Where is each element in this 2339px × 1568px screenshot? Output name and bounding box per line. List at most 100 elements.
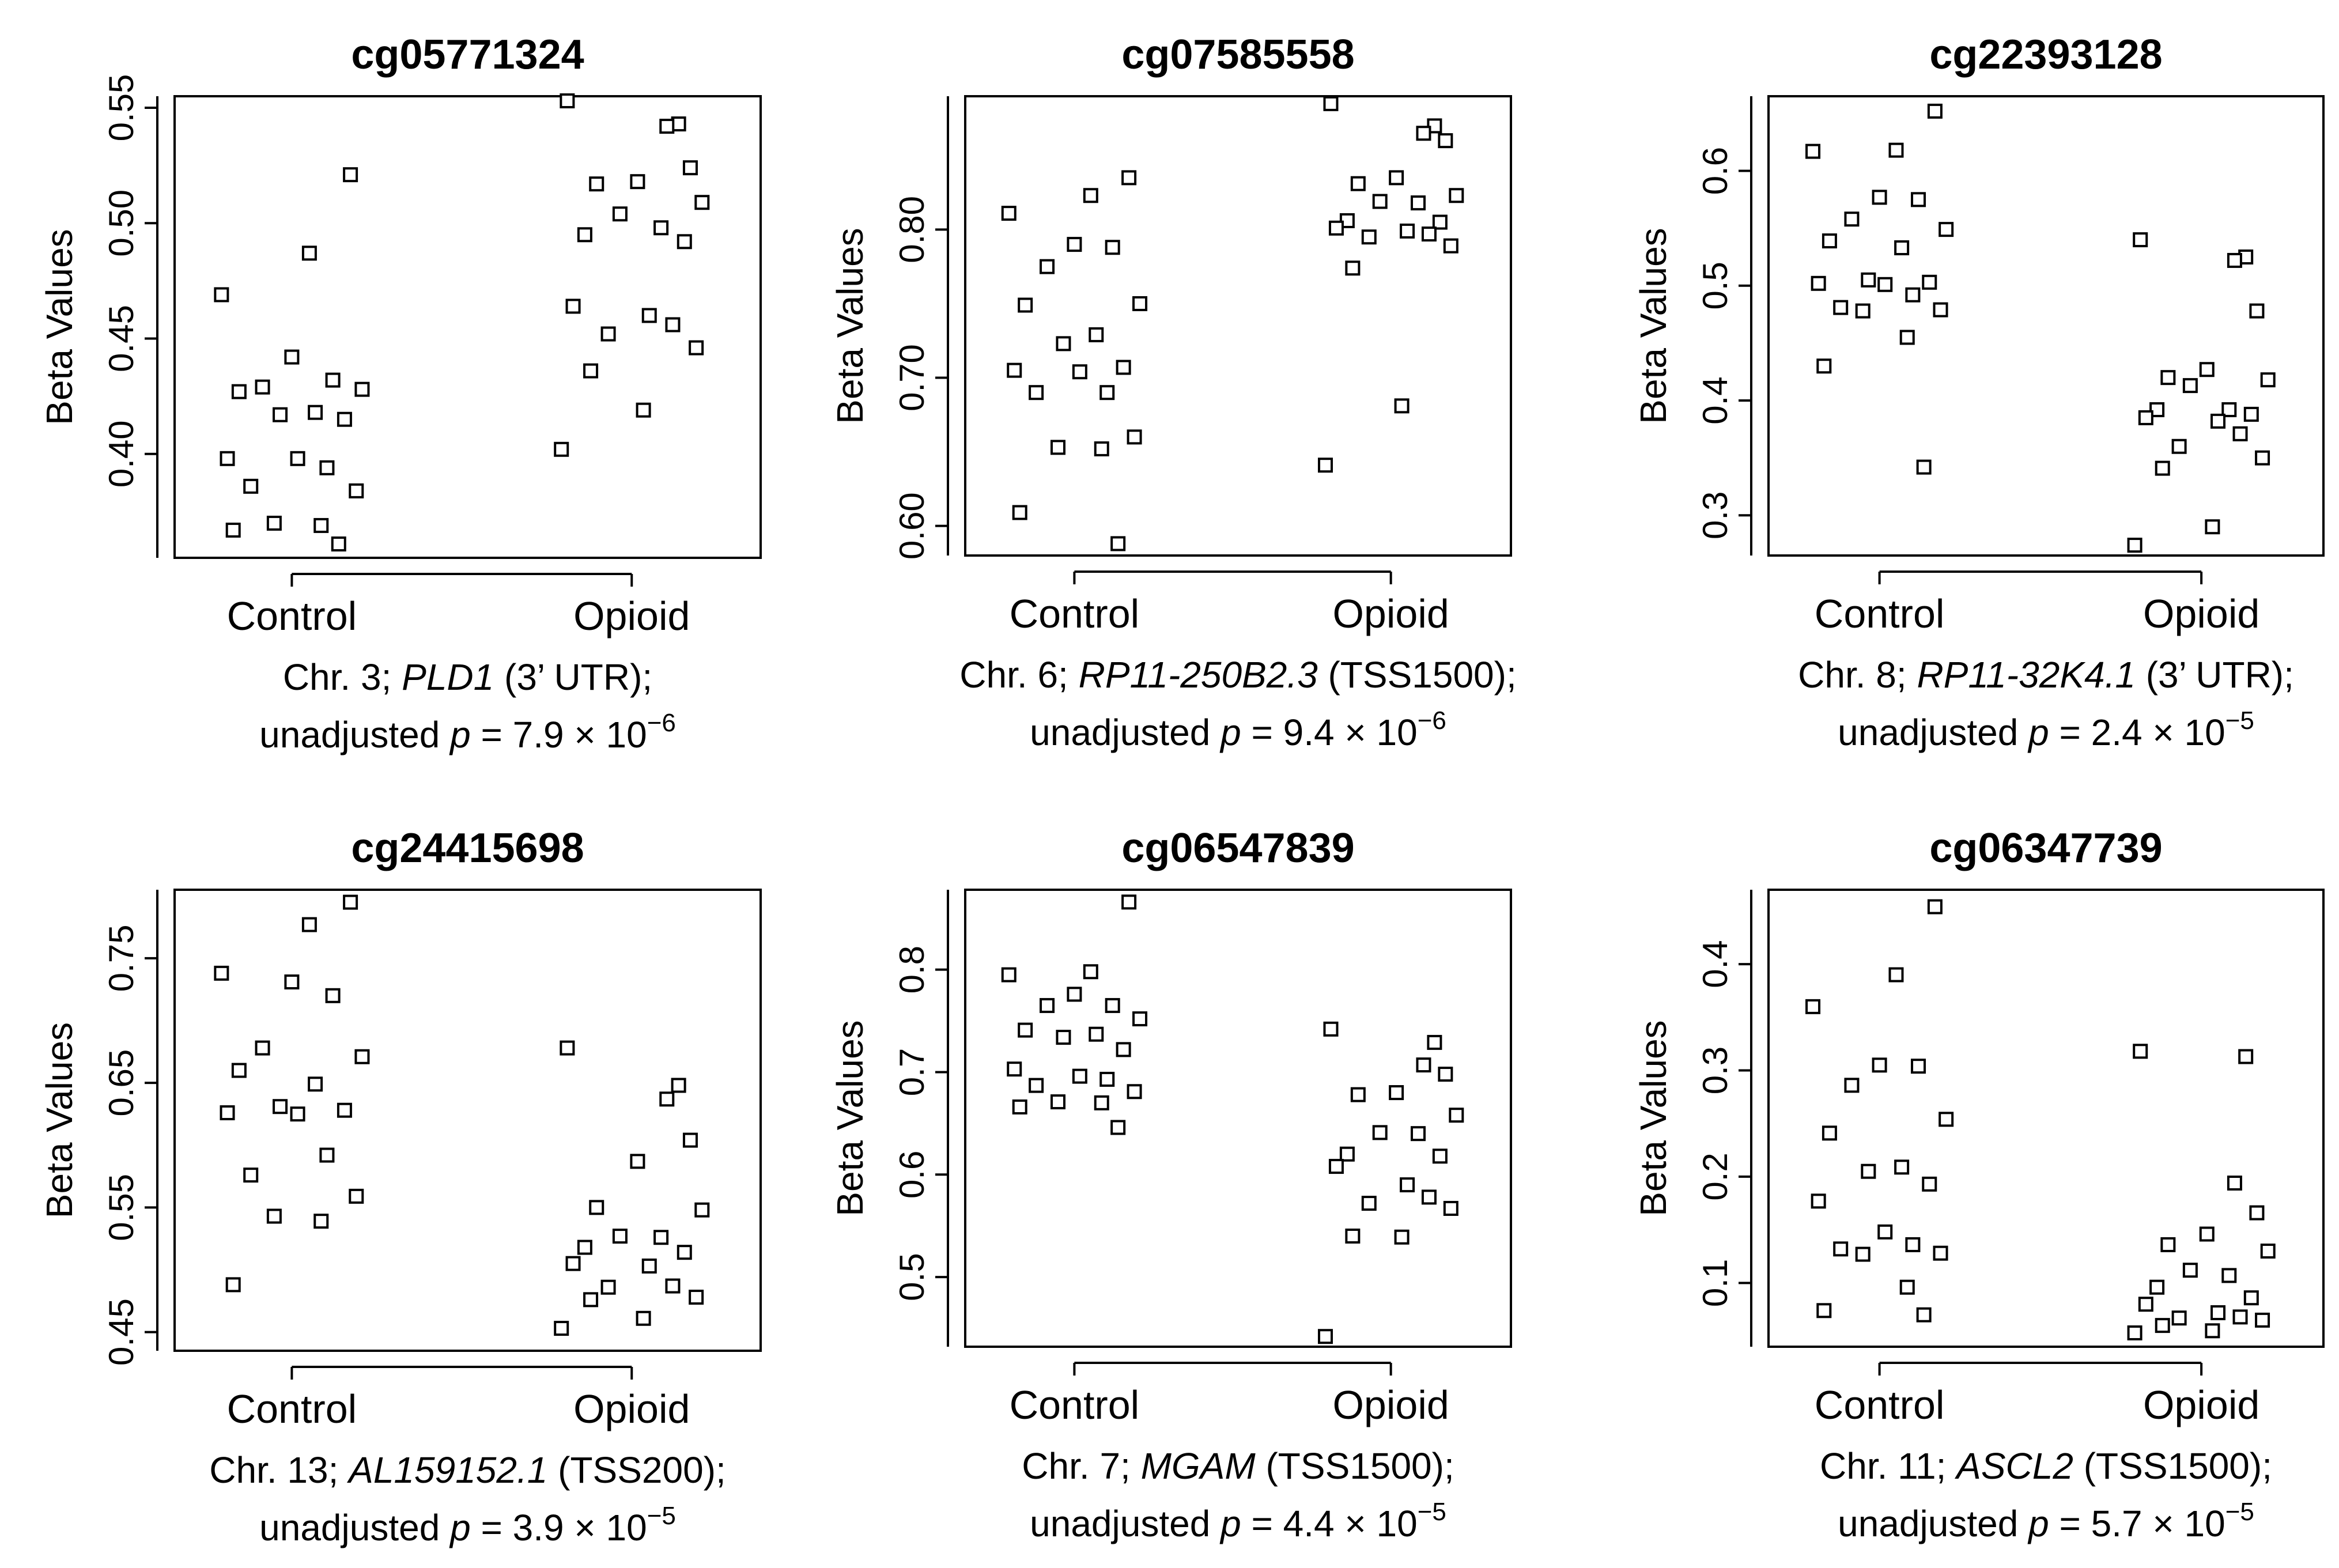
data-point-control bbox=[1833, 1241, 1849, 1257]
caption-p-symbol: p bbox=[1219, 712, 1241, 753]
data-point-opioid bbox=[1432, 214, 1448, 230]
caption-region: (TSS200); bbox=[547, 1449, 725, 1491]
data-point-control bbox=[220, 1105, 235, 1121]
data-point-opioid bbox=[630, 174, 645, 190]
data-point-control bbox=[343, 167, 358, 183]
y-axis-label: Beta Values bbox=[1633, 228, 1674, 424]
data-point-opioid bbox=[1328, 220, 1344, 236]
data-point-control bbox=[1899, 330, 1915, 345]
y-tick-label: 0.1 bbox=[1696, 1259, 1735, 1307]
data-point-control bbox=[1050, 1094, 1065, 1110]
data-point-control bbox=[301, 917, 317, 932]
data-point-opioid bbox=[1361, 229, 1377, 245]
data-point-control bbox=[349, 1188, 364, 1204]
data-point-control bbox=[1922, 274, 1937, 290]
data-point-control bbox=[1018, 297, 1033, 313]
x-tick-label: Opioid bbox=[573, 1386, 690, 1431]
data-point-opioid bbox=[1389, 170, 1404, 186]
data-point-opioid bbox=[612, 206, 628, 222]
data-point-opioid bbox=[589, 1200, 604, 1215]
data-point-control bbox=[1099, 385, 1115, 400]
y-tick-label: 0.75 bbox=[102, 925, 141, 992]
y-tick-label: 0.40 bbox=[102, 420, 141, 488]
plot-frame bbox=[964, 95, 1512, 557]
y-tick-label: 0.65 bbox=[102, 1049, 141, 1117]
data-point-control bbox=[1067, 987, 1082, 1002]
y-tick-label: 0.6 bbox=[893, 1151, 931, 1199]
x-tick-label: Control bbox=[227, 594, 357, 638]
data-point-opioid bbox=[2210, 413, 2226, 429]
caption-p-exponent: −6 bbox=[647, 709, 676, 737]
caption-p-symbol: p bbox=[449, 1507, 471, 1548]
data-point-control bbox=[1089, 1026, 1104, 1042]
data-point-control bbox=[1844, 211, 1860, 227]
data-point-control bbox=[1816, 358, 1832, 374]
caption-p-exponent: −5 bbox=[2225, 1498, 2254, 1526]
data-point-opioid bbox=[2260, 1244, 2276, 1259]
data-point-control bbox=[1939, 1112, 1954, 1127]
y-tick-label: 0.5 bbox=[1696, 262, 1735, 309]
data-point-opioid bbox=[1323, 1021, 1339, 1037]
caption-p-symbol: p bbox=[2027, 712, 2049, 753]
x-tick-label: Control bbox=[1815, 591, 1945, 636]
data-point-control bbox=[1094, 441, 1109, 456]
data-point-opioid bbox=[2127, 1325, 2142, 1341]
data-point-opioid bbox=[2232, 426, 2248, 441]
panel-title: cg22393128 bbox=[1929, 32, 2162, 78]
data-point-control bbox=[1132, 296, 1148, 311]
data-point-control bbox=[331, 536, 346, 551]
caption-p-value: = 5.7 × 10 bbox=[2049, 1503, 2225, 1544]
data-point-control bbox=[313, 517, 329, 533]
data-point-control bbox=[1927, 103, 1943, 119]
data-point-control bbox=[337, 1102, 352, 1118]
data-point-opioid bbox=[1345, 1228, 1361, 1244]
x-tick-label: Opioid bbox=[1332, 1382, 1449, 1427]
caption-gene: MGAM bbox=[1141, 1445, 1256, 1487]
data-point-control bbox=[266, 1208, 282, 1224]
caption-chr: Chr. 7; bbox=[1022, 1445, 1140, 1487]
caption-location: Chr. 7; MGAM (TSS1500); bbox=[1022, 1445, 1454, 1487]
data-point-opioid bbox=[1394, 398, 1410, 414]
x-tick-label: Control bbox=[227, 1386, 357, 1431]
data-point-control bbox=[1861, 1163, 1876, 1179]
caption-region: (TSS1500); bbox=[2073, 1445, 2272, 1487]
data-point-control bbox=[1888, 967, 1904, 983]
data-point-opioid bbox=[1394, 1229, 1410, 1245]
data-point-opioid bbox=[677, 1245, 692, 1260]
data-point-opioid bbox=[2205, 1323, 2220, 1339]
data-point-control bbox=[1939, 222, 1954, 237]
data-point-opioid bbox=[2155, 460, 2170, 476]
data-point-opioid bbox=[612, 1229, 628, 1244]
data-point-control bbox=[1127, 429, 1142, 445]
data-point-opioid bbox=[1318, 1329, 1333, 1344]
data-point-control bbox=[343, 894, 358, 910]
caption-pvalue: unadjusted p = 5.7 × 10−5 bbox=[1838, 1498, 2254, 1544]
y-tick-label: 0.3 bbox=[1696, 492, 1735, 539]
data-point-opioid bbox=[2260, 372, 2276, 388]
y-tick-label: 0.5 bbox=[893, 1253, 931, 1301]
data-point-control bbox=[1922, 1176, 1937, 1192]
data-point-control bbox=[1861, 272, 1876, 288]
data-point-opioid bbox=[1328, 1159, 1344, 1174]
data-point-opioid bbox=[1389, 1085, 1404, 1101]
data-point-opioid bbox=[2210, 1305, 2226, 1320]
data-point-control bbox=[1040, 998, 1055, 1013]
data-point-control bbox=[214, 287, 229, 303]
data-point-opioid bbox=[1416, 1057, 1431, 1073]
data-point-control bbox=[1116, 360, 1131, 375]
data-point-opioid bbox=[665, 1278, 681, 1294]
data-point-opioid bbox=[1345, 260, 1361, 276]
caption-pvalue: unadjusted p = 9.4 × 10−6 bbox=[1030, 706, 1446, 753]
data-point-opioid bbox=[2160, 1237, 2176, 1252]
data-point-opioid bbox=[2238, 1049, 2254, 1064]
panel-title: cg24415698 bbox=[351, 825, 584, 871]
y-tick-label: 0.55 bbox=[102, 74, 141, 142]
data-point-opioid bbox=[2243, 1290, 2259, 1306]
y-tick-label: 0.80 bbox=[893, 196, 931, 263]
y-tick-label: 0.4 bbox=[1696, 940, 1735, 988]
data-point-opioid bbox=[653, 220, 669, 236]
panel-title: cg07585558 bbox=[1121, 32, 1354, 78]
data-point-control bbox=[1083, 964, 1098, 980]
caption-p-prefix: unadjusted bbox=[259, 714, 450, 755]
